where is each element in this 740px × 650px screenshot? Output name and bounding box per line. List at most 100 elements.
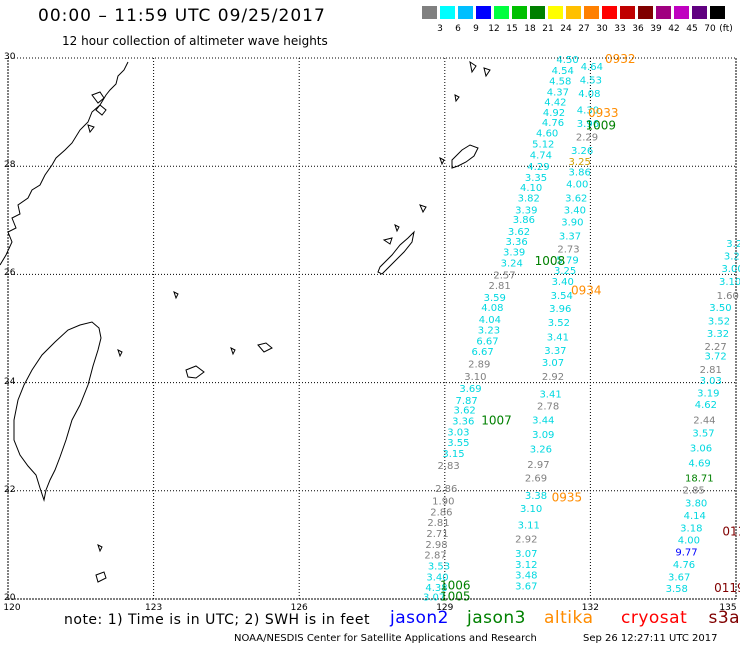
color-scale-label: 15: [506, 24, 518, 34]
wave-height-reading: 3.24: [501, 258, 523, 269]
wave-height-reading: 3.10: [464, 372, 486, 383]
wave-height-reading: 4.58: [549, 77, 571, 88]
island: [230, 347, 236, 356]
wave-height-reading: 3.26: [530, 445, 552, 456]
timestamp: Sep 26 12:27:11 UTC 2017: [583, 633, 718, 644]
longitude-label: 120: [3, 603, 21, 613]
color-swatch: [602, 6, 617, 19]
color-swatch: [440, 6, 455, 19]
wave-height-reading: 3.25: [554, 266, 576, 277]
wave-height-reading: 3.80: [685, 499, 707, 510]
color-scale-label: 9: [473, 24, 479, 34]
wave-height-reading: 2.87: [424, 551, 446, 562]
color-swatch: [512, 6, 527, 19]
legend-jason3: jason3: [467, 608, 526, 628]
color-scale-label: 3: [437, 24, 443, 34]
wave-height-reading: 3.06: [690, 444, 712, 455]
island: [257, 342, 273, 353]
wave-height-reading: 3.52: [708, 316, 730, 327]
pass-time-label: 1006: [440, 578, 471, 592]
wave-height-reading: 2.86: [430, 507, 452, 518]
wave-height-reading: 3.12: [515, 560, 537, 571]
wave-height-reading: 4.38: [425, 583, 447, 594]
color-scale-label: 27: [578, 24, 590, 34]
wave-height-reading: 3.10: [520, 504, 542, 515]
wave-height-reading: 3.40: [564, 205, 586, 216]
wave-height-reading: 3.59: [484, 293, 506, 304]
latitude-label: 20: [4, 593, 16, 603]
wave-height-reading: 3.62: [454, 406, 476, 417]
color-swatch: [458, 6, 473, 19]
wave-height-reading: 3.36: [452, 416, 474, 427]
wave-height-reading: 3.19: [697, 388, 719, 399]
wave-height-reading: 3.39: [503, 248, 525, 259]
wave-height-reading: 3.44: [532, 415, 554, 426]
wave-height-reading: 4.14: [684, 511, 706, 522]
pass-time-label: 0933: [588, 106, 619, 120]
color-scale-label: 30: [596, 24, 608, 34]
wave-height-reading: 7.87: [455, 396, 477, 407]
color-swatch: [710, 6, 725, 19]
wave-height-reading: 3.67: [515, 581, 537, 592]
wave-height-reading: 3.03: [700, 376, 722, 387]
latitude-label: 22: [4, 484, 16, 495]
color-swatch: [584, 6, 599, 19]
color-scale-label: 12: [488, 24, 500, 34]
longitude-label: 135: [719, 603, 737, 613]
wave-height-reading: 2.29: [576, 132, 598, 143]
wave-height-reading: 3.96: [549, 304, 571, 315]
wave-height-reading: 3.38: [525, 491, 547, 502]
wave-height-reading: 3.37: [559, 231, 581, 242]
wave-height-reading: 2.97: [527, 460, 549, 471]
wave-height-reading: 9.77: [675, 547, 697, 558]
color-swatch: [530, 6, 545, 19]
legend-jason2: jason2: [390, 608, 449, 628]
color-scale-label: 33: [614, 24, 626, 34]
island: [419, 204, 427, 214]
wave-height-reading: 2.83: [438, 461, 460, 472]
wave-height-reading: 2.89: [468, 360, 490, 371]
pass-time-label: 1005: [440, 589, 471, 603]
island: [382, 237, 393, 245]
legend-cryosat: cryosat: [621, 608, 688, 628]
wave-height-reading: 3.48: [515, 571, 537, 582]
color-swatch: [494, 6, 509, 19]
wave-height-reading: 3.55: [447, 438, 469, 449]
footer-note: note: 1) Time is in UTC; 2) SWH is in fe…: [64, 612, 371, 628]
wave-height-reading: 2.81: [427, 518, 449, 529]
latitude-label: 28: [4, 160, 16, 171]
wave-height-reading: 6.67: [476, 336, 498, 347]
taiwan-coastline: [13, 321, 102, 502]
wave-height-reading: 4.42: [544, 97, 566, 108]
island: [87, 124, 95, 134]
pass-time-label: 0935: [552, 490, 583, 504]
wave-height-reading: 3.25: [569, 157, 591, 168]
wave-readings: 3.074.383.403.532.872.982.712.812.861.90…: [423, 55, 740, 603]
color-scale-label: 24: [560, 24, 572, 34]
pass-time-label: 0119: [714, 581, 740, 595]
color-swatch: [638, 6, 653, 19]
wave-height-reading: 2.85: [683, 486, 705, 497]
island: [483, 67, 491, 78]
island: [173, 291, 179, 300]
wave-height-reading: 3.09: [532, 430, 554, 441]
wave-height-reading: 4.50: [556, 55, 578, 66]
color-scale-unit: (ft): [719, 24, 733, 34]
wave-height-reading: 3.35: [525, 173, 547, 184]
wave-height-reading: 3.37: [544, 346, 566, 357]
map-title: 00:00 – 11:59 UTC 09/25/2017: [38, 6, 326, 26]
wave-height-reading: 18.71: [685, 473, 714, 484]
island: [91, 91, 105, 104]
color-swatch: [476, 6, 491, 19]
wave-height-reading: 4.62: [695, 400, 717, 411]
color-scale-label: 70: [704, 24, 716, 34]
wave-height-reading: 4.64: [581, 62, 603, 73]
lat-lon-grid: [7, 57, 737, 600]
wave-height-reading: 3.39: [515, 205, 537, 216]
island: [454, 94, 460, 103]
wave-height-reading: 3.11: [518, 520, 540, 531]
wave-height-reading: 3.58: [666, 584, 688, 595]
wave-height-reading: 3.54: [551, 291, 573, 302]
